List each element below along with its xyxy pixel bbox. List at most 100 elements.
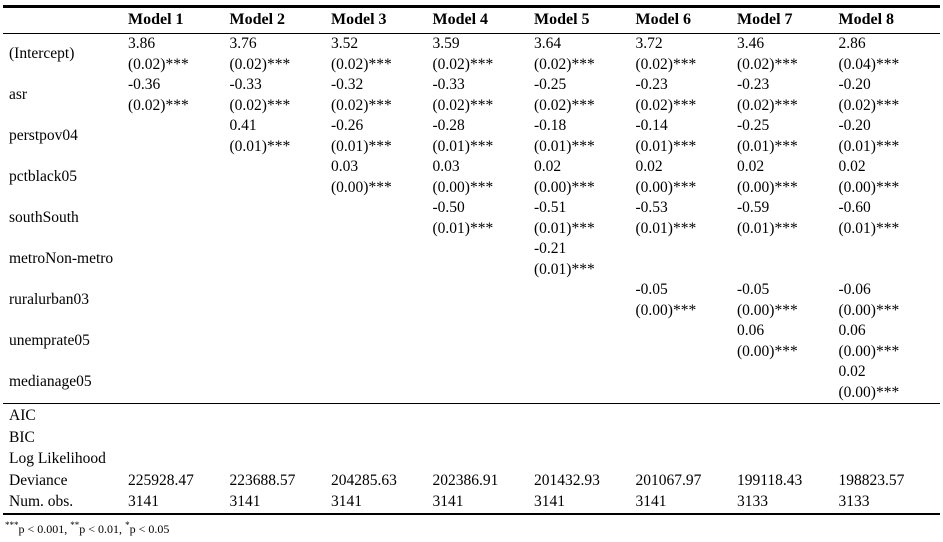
gof-cell: 225928.47 (128, 471, 194, 489)
gof-cell: 3141 (432, 493, 464, 510)
stars-1: * (125, 519, 130, 530)
regression-results-table: Model 1 Model 2 Model 3 Model 4 Model 5 Model… (3, 5, 940, 515)
estimate-value: 0.02 (838, 158, 866, 175)
coef-cell: -0.32 (0.02)*** (331, 75, 433, 116)
coef-cell (636, 239, 738, 280)
coef-cell (230, 362, 332, 404)
estimate-value: 0.06 (737, 322, 765, 339)
coef-cell: -0.25 (0.02)*** (534, 75, 636, 116)
coef-row-label: ruralurban03 (9, 291, 90, 309)
estimate-value: -0.59 (737, 199, 770, 216)
coef-cell (128, 280, 230, 321)
standard-error-value: (0.00)*** (432, 178, 494, 196)
coef-cell: -0.14 (0.01)*** (636, 116, 738, 157)
coef-cell (737, 239, 839, 280)
standard-error-value: (0.01)*** (635, 137, 697, 155)
coef-cell: 0.02 (0.00)*** (636, 157, 738, 198)
coef-row: asr -0.36 (0.02)*** -0.33 (0.02)*** -0.32 (0.0… (3, 75, 940, 116)
gof-cell (128, 403, 230, 427)
estimate-value: -0.25 (534, 76, 567, 93)
estimate-value: -0.20 (838, 76, 871, 93)
estimate-value: -0.33 (229, 76, 262, 93)
estimate-value: 3.76 (229, 35, 257, 52)
coef-cell (636, 362, 738, 404)
gof-cell (331, 427, 433, 449)
gof-cell (128, 448, 230, 470)
coef-row: metroNon-metro -0.21 (0.01)*** (3, 239, 940, 280)
coef-cell: 3.64 (0.02)*** (534, 34, 636, 76)
coef-cell: -0.05 (0.00)*** (737, 280, 839, 321)
estimate-value: -0.21 (534, 240, 567, 257)
gof-cell: 198823.57 (838, 471, 905, 489)
estimate-value: 0.02 (737, 158, 765, 175)
gof-cell: 3141 (128, 493, 159, 510)
coef-cell: 0.02 (0.00)*** (737, 157, 839, 198)
estimate-value: -0.23 (737, 76, 770, 93)
estimate-value: 0.06 (838, 322, 866, 339)
coef-row: (Intercept) 3.86 (0.02)*** 3.76 (0.02)*** 3.5… (3, 34, 940, 76)
standard-error-value: (0.02)*** (432, 55, 494, 73)
gof-row: AIC (3, 403, 940, 427)
model-column-header: Model 5 (534, 6, 636, 34)
gof-cell (331, 403, 433, 427)
coef-row: medianage05 0.02 (0.00)*** (3, 362, 940, 404)
coef-cell: 2.86 (0.04)*** (839, 34, 941, 76)
coef-cell: -0.59 (0.01)*** (737, 198, 839, 239)
standard-error-value: (0.02)*** (331, 55, 392, 73)
standard-error-value: (0.00)*** (838, 301, 900, 319)
coef-cell: 3.59 (0.02)*** (433, 34, 535, 76)
estimate-value: 0.02 (635, 158, 663, 175)
estimate-value: -0.06 (838, 281, 871, 298)
coef-cell: 0.03 (0.00)*** (331, 157, 433, 198)
goodness-of-fit-section: AIC BIC Log Likelihood Deviance 225928.47 223… (3, 403, 941, 514)
coef-cell: 3.52 (0.02)*** (331, 34, 433, 76)
estimate-value: 2.86 (838, 35, 866, 52)
standard-error-value: (0.00)*** (534, 178, 595, 196)
coef-cell: 0.41 (0.01)*** (230, 116, 332, 157)
coef-cell: 3.86 (0.02)*** (128, 34, 230, 76)
coef-cell (128, 321, 230, 362)
gof-row-label: Num. obs. (9, 493, 74, 510)
coef-cell (230, 321, 332, 362)
estimate-value: -0.05 (737, 281, 770, 298)
standard-error-value: (0.02)*** (331, 96, 392, 114)
gof-cell (636, 448, 738, 470)
standard-error-value: (0.02)*** (229, 96, 291, 114)
coef-cell (331, 198, 433, 239)
estimate-value: -0.20 (838, 117, 871, 134)
standard-error-value: (0.01)*** (534, 137, 595, 155)
estimate-value: -0.33 (432, 76, 465, 93)
coef-cell (128, 157, 230, 198)
gof-cell: 202386.91 (432, 471, 499, 489)
gof-cell (534, 403, 636, 427)
estimate-value: -0.53 (635, 199, 668, 216)
standard-error-value: (0.02)*** (229, 55, 291, 73)
coef-row: perstpov04 0.41 (0.01)*** -0.26 (0.01)*** -0.… (3, 116, 940, 157)
gof-row-label: BIC (9, 428, 35, 446)
coef-cell: -0.53 (0.01)*** (636, 198, 738, 239)
estimate-value: 3.46 (737, 35, 765, 52)
gof-cell (737, 403, 839, 427)
coef-row-label: asr (9, 86, 28, 104)
standard-error-value: (0.01)*** (432, 137, 494, 155)
standard-error-value: (0.00)*** (838, 178, 900, 196)
estimate-value: -0.32 (331, 76, 364, 93)
coef-cell: -0.50 (0.01)*** (433, 198, 535, 239)
coef-cell: -0.06 (0.00)*** (839, 280, 941, 321)
label-column-header (3, 6, 128, 34)
gof-cell (432, 403, 534, 427)
standard-error-value: (0.01)*** (737, 219, 798, 237)
model-column-header: Model 6 (635, 6, 737, 34)
gof-cell (839, 427, 941, 449)
coef-cell: -0.26 (0.01)*** (331, 116, 433, 157)
standard-error-value: (0.02)*** (737, 96, 798, 114)
significance-level-2: **p < 0.01, (70, 520, 125, 536)
standard-error-value: (0.01)*** (838, 137, 900, 155)
coef-cell: 0.06 (0.00)*** (737, 321, 839, 362)
gof-cell: 201067.97 (635, 471, 702, 489)
standard-error-value: (0.01)*** (331, 137, 392, 155)
gof-row-label: Deviance (9, 471, 68, 489)
standard-error-value: (0.00)*** (737, 342, 798, 360)
gof-cell (635, 403, 737, 427)
